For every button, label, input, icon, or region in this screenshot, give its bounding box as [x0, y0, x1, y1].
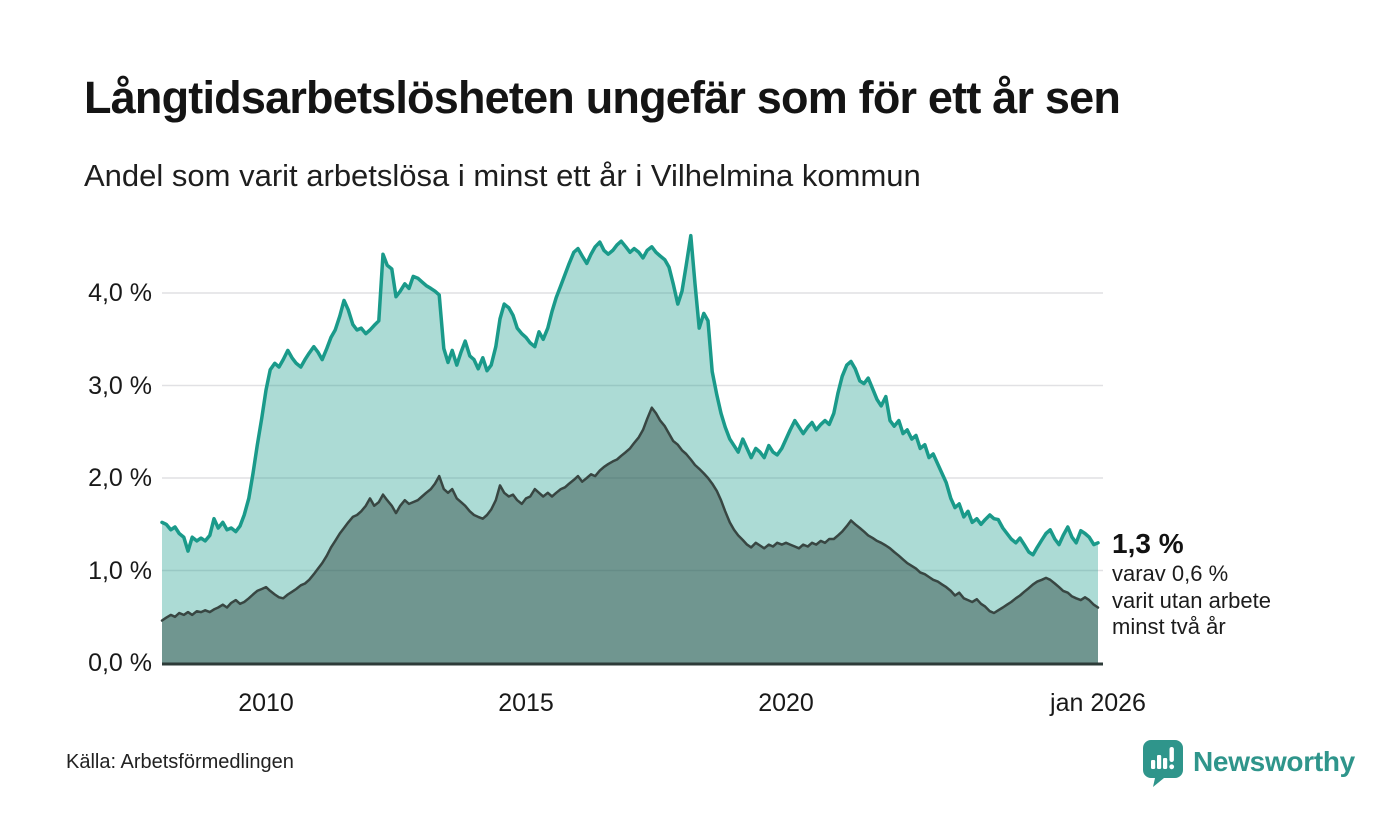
- x-tick-label: jan 2026: [1050, 689, 1146, 717]
- page-subtitle: Andel som varit arbetslösa i minst ett å…: [84, 158, 921, 193]
- x-tick-label: 2020: [758, 689, 814, 717]
- annotation-line-2: varit utan arbete: [1112, 587, 1271, 613]
- area-fill-series-2: [162, 407, 1098, 663]
- newsworthy-icon: [1143, 740, 1183, 787]
- line-series-1: [160, 233, 1100, 557]
- y-tick-label: 3,0 %: [88, 371, 152, 400]
- page-title: Långtidsarbetslösheten ungefär som för e…: [84, 72, 1121, 123]
- newsworthy-logo: Newsworthy: [1143, 740, 1355, 790]
- x-tick-label: 2015: [498, 689, 554, 717]
- latest-value-label: 1,3 %: [1112, 528, 1184, 559]
- y-tick-label: 4,0 %: [88, 279, 152, 307]
- source-caption: Källa: Arbetsförmedlingen: [66, 751, 294, 773]
- latest-value-annotation: 1,3 % varav 0,6 % varit utan arbete mins…: [1112, 527, 1372, 641]
- annotation-line-3: minst två år: [1112, 614, 1226, 639]
- newsworthy-wordmark: Newsworthy: [1193, 746, 1355, 777]
- line-series-2: [160, 406, 1100, 622]
- y-tick-label: 2,0 %: [88, 464, 152, 492]
- annotation-line-1: varav 0,6 %: [1112, 561, 1229, 586]
- x-tick-label: 2010: [238, 689, 294, 717]
- y-tick-label: 1,0 %: [88, 556, 152, 585]
- y-tick-label: 0,0 %: [88, 649, 152, 677]
